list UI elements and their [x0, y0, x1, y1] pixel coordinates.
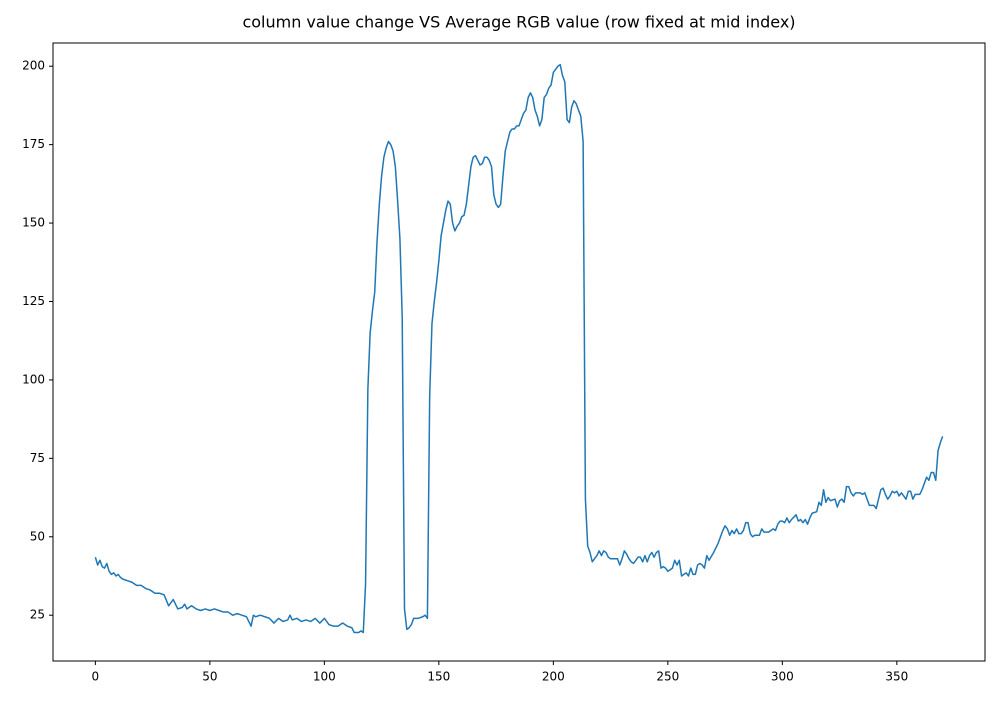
y-tick-label: 75 [30, 451, 45, 465]
y-tick-label: 100 [22, 372, 45, 386]
x-tick-label: 200 [542, 670, 565, 684]
y-tick-label: 150 [22, 216, 45, 230]
x-tick-label: 100 [313, 670, 336, 684]
plot-frame [52, 42, 986, 662]
y-tick-label: 200 [22, 59, 45, 73]
y-tick-label: 50 [30, 529, 45, 543]
x-tick-label: 350 [885, 670, 908, 684]
chart-title: column value change VS Average RGB value… [242, 13, 795, 32]
x-tick-label: 50 [202, 670, 217, 684]
x-tick-label: 250 [656, 670, 679, 684]
y-tick-label: 25 [30, 608, 45, 622]
x-tick-label: 300 [771, 670, 794, 684]
x-tick-label: 0 [92, 670, 100, 684]
x-tick-label: 150 [427, 670, 450, 684]
data-line [94, 63, 944, 634]
y-tick-label: 175 [22, 137, 45, 151]
y-tick-label: 125 [22, 294, 45, 308]
